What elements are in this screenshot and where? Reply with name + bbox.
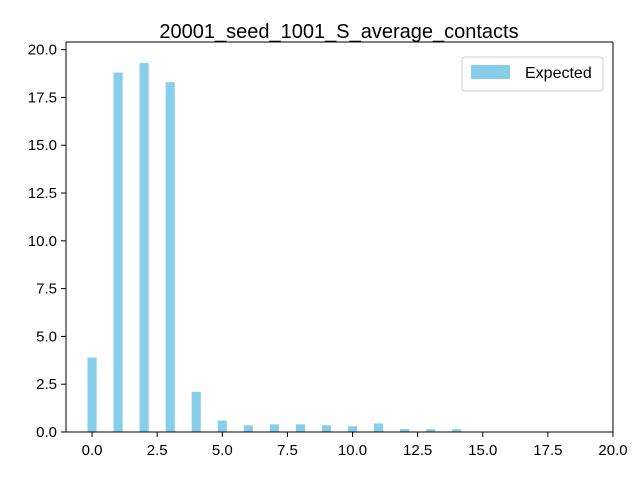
y-tick-label: 0.0 [36, 424, 57, 441]
x-tick-label: 12.5 [403, 442, 432, 459]
bar [217, 420, 227, 432]
x-tick-label: 17.5 [533, 442, 562, 459]
x-tick-label: 10.0 [338, 442, 367, 459]
x-tick-label: 15.0 [468, 442, 497, 459]
y-tick-label: 10.0 [28, 233, 57, 250]
bar [347, 426, 358, 432]
bar [243, 425, 253, 432]
bar [400, 429, 410, 432]
bar [452, 429, 462, 432]
x-tick-label: 5.0 [212, 442, 233, 459]
axes: 0.0 2.5 5.0 7.5 10.0 12.5 15.0 17.5 20.0 0.0 2.5 5.… [28, 41, 628, 459]
bar [191, 391, 201, 432]
y-tick-label: 17.5 [28, 89, 57, 106]
y-tick-label: 2.5 [36, 376, 57, 393]
chart-title: 20001_seed_1001_S_average_contacts [159, 21, 518, 43]
y-tick-label: 20.0 [28, 42, 57, 59]
bar [321, 425, 332, 432]
y-tick-label: 5.0 [36, 328, 57, 345]
legend-swatch [471, 65, 510, 79]
bar [165, 82, 175, 432]
x-tick-label: 0.0 [82, 442, 103, 459]
legend-label: Expected [525, 65, 592, 82]
bars-layer [87, 63, 462, 433]
bar [139, 63, 149, 432]
y-tick-label: 15.0 [28, 137, 57, 154]
x-tick-label: 20.0 [598, 442, 627, 459]
bar [113, 72, 123, 433]
y-tick-label: 7.5 [36, 281, 57, 298]
x-tick-label: 7.5 [277, 442, 298, 459]
bar [295, 424, 305, 432]
x-tick-label: 2.5 [147, 442, 168, 459]
bar [87, 357, 97, 432]
bar [269, 424, 279, 432]
legend: Expected [461, 56, 604, 92]
bar [426, 429, 436, 432]
bar [374, 423, 384, 432]
y-tick-label: 12.5 [28, 185, 57, 202]
